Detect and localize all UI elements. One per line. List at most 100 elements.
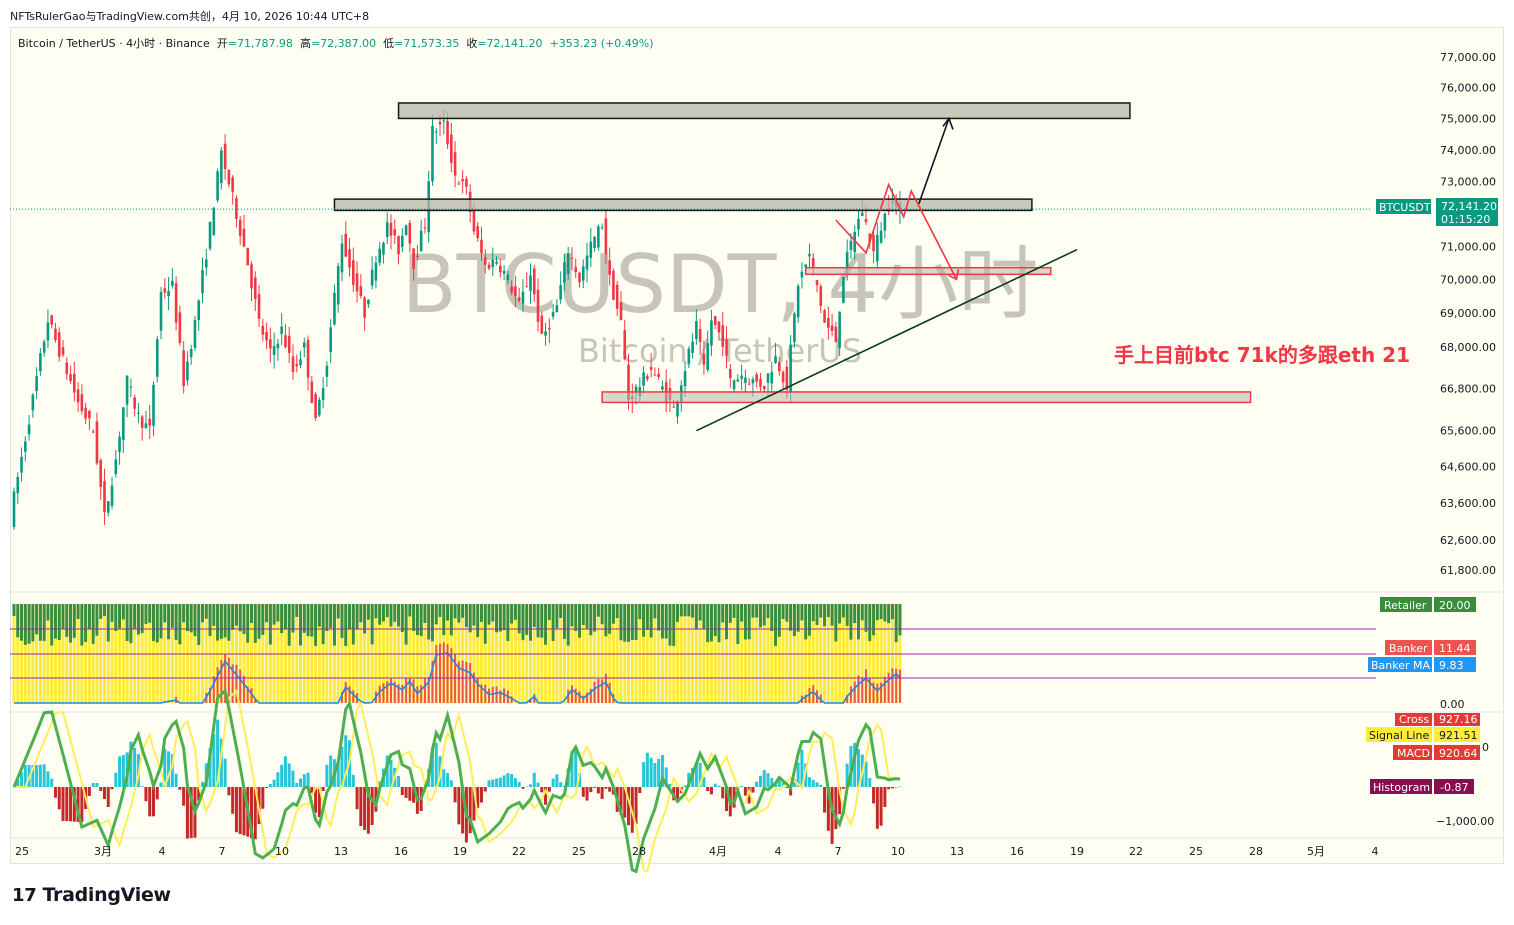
- price-tick: 75,000.00: [1440, 112, 1496, 125]
- candle-body: [785, 366, 789, 390]
- banker-bar: [254, 698, 257, 703]
- macd-histogram-bar: [868, 778, 872, 787]
- candle-body: [419, 230, 423, 252]
- price-axis[interactable]: 77,000.00 76,000.00 75,000.00 74,000.00 73,0…: [1440, 51, 1496, 577]
- green-bar: [182, 604, 186, 623]
- candle-body: [171, 280, 174, 286]
- banker-bar: [891, 668, 894, 703]
- green-bar: [148, 604, 152, 623]
- macd-histogram-bar: [363, 787, 367, 830]
- green-bar: [84, 604, 88, 643]
- macd-histogram-bar: [457, 787, 461, 825]
- candle-body: [789, 344, 792, 392]
- green-bar: [118, 604, 122, 629]
- macd-histogram-bar: [57, 787, 61, 810]
- candle-body: [148, 418, 152, 426]
- macd-histogram-bar: [864, 761, 868, 787]
- banker-ma-label: Banker MA: [1371, 659, 1431, 672]
- macd-histogram-bar: [578, 773, 581, 787]
- candle-body: [491, 259, 495, 267]
- green-bar: [887, 604, 891, 624]
- green-bar: [136, 604, 140, 635]
- price-tick: 73,000.00: [1440, 175, 1496, 188]
- candle-body: [295, 364, 299, 367]
- banker-bar: [876, 683, 879, 703]
- banker-bar: [578, 691, 581, 703]
- candle-body: [246, 247, 250, 266]
- macd-histogram-bar: [133, 747, 137, 787]
- macd-histogram-bar: [385, 755, 389, 787]
- candle-body: [687, 348, 691, 365]
- candle-body: [404, 225, 408, 235]
- trade-annotation: 手上目前btc 71k的多跟eth 21: [1114, 343, 1410, 367]
- candle-body: [559, 284, 562, 300]
- candle-body: [137, 412, 140, 414]
- signal-value: 921.51: [1439, 729, 1478, 742]
- candle-body: [159, 291, 163, 331]
- macd-histogram-bar: [559, 782, 563, 787]
- macd-histogram-bar: [755, 781, 759, 787]
- green-bar: [811, 604, 815, 622]
- green-bar: [781, 604, 785, 619]
- macd-histogram-bar: [80, 787, 84, 822]
- candle-body: [114, 459, 118, 475]
- green-bar: [611, 604, 615, 624]
- candle-body: [216, 171, 219, 201]
- green-bar: [864, 604, 868, 632]
- macd-histogram-bar: [528, 784, 532, 787]
- green-bar: [717, 604, 721, 643]
- candle-body: [781, 372, 785, 383]
- green-bar: [219, 604, 223, 639]
- green-bar: [807, 604, 811, 636]
- candle-body: [321, 388, 325, 401]
- green-bar: [329, 604, 333, 629]
- green-bar: [751, 604, 755, 618]
- price-tick: 64,600.00: [1440, 461, 1496, 474]
- macd-histogram-bar: [872, 787, 876, 804]
- macd-histogram-bar: [340, 746, 344, 787]
- green-bar: [193, 604, 197, 637]
- green-bar: [555, 604, 559, 629]
- green-bar: [246, 604, 250, 643]
- green-bar: [378, 604, 382, 625]
- candle-body: [581, 266, 585, 281]
- time-tick: 22: [512, 845, 526, 858]
- green-bar: [683, 604, 687, 617]
- macd-histogram-bar: [197, 787, 201, 801]
- candle-body: [174, 283, 178, 323]
- macd-histogram-bar: [329, 755, 333, 787]
- macd-histogram-bar: [170, 754, 174, 787]
- macd-histogram-bar: [762, 770, 766, 787]
- time-tick: 16: [394, 845, 408, 858]
- green-bar: [227, 604, 231, 641]
- candle-body: [73, 373, 76, 393]
- macd-histogram-bar: [118, 756, 122, 787]
- green-bar: [163, 604, 167, 623]
- candle-body: [257, 294, 261, 319]
- legend-symbol[interactable]: Bitcoin / TetherUS · 4小时 · Binance: [18, 37, 210, 50]
- green-bar: [551, 604, 555, 641]
- banker-bar: [868, 678, 871, 703]
- chart-frame: [10, 27, 1504, 864]
- banker-bar: [846, 695, 849, 703]
- banker-bar: [446, 644, 449, 703]
- macd-histogram-bar: [823, 787, 827, 813]
- macd-histogram-bar: [121, 755, 125, 787]
- candle-body: [412, 248, 415, 270]
- candle-body: [35, 376, 38, 392]
- banker-bar: [378, 685, 381, 703]
- candle-body: [378, 248, 381, 263]
- tradingview-logo[interactable]: 𝟭𝟳 TradingView: [12, 884, 171, 906]
- banker-bar: [872, 682, 875, 703]
- candle-body: [517, 297, 521, 302]
- green-bar: [834, 604, 838, 642]
- candle-body: [548, 328, 551, 330]
- green-bar: [581, 604, 585, 626]
- time-axis[interactable]: 25 3月 4 7 10 13 16 19 22 25 28 4月 4 7 10 13 16 19 22 25 28 5月…: [15, 845, 1379, 858]
- macd-histogram-bar: [129, 741, 133, 787]
- candle-body: [879, 230, 883, 243]
- green-bar: [461, 604, 465, 618]
- time-tick: 19: [453, 845, 467, 858]
- macd-histogram-bar: [72, 787, 76, 822]
